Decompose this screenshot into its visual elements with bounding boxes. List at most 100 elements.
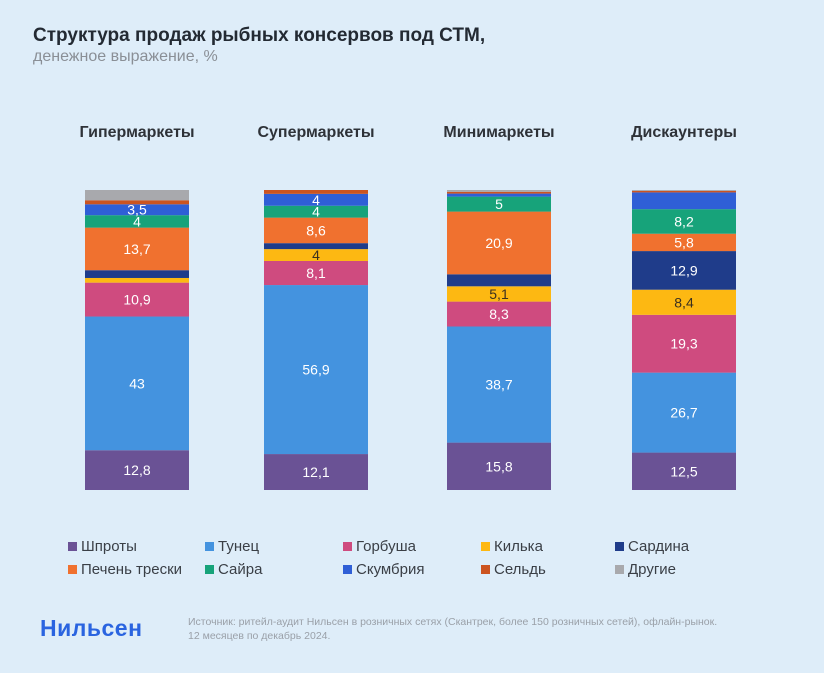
legend-swatch bbox=[481, 542, 490, 551]
bar-segment bbox=[85, 277, 189, 283]
source-line-2: 12 месяцев по декабрь 2024. bbox=[188, 630, 331, 642]
data-label: 8,2 bbox=[674, 213, 694, 229]
bar-segment bbox=[264, 193, 368, 206]
data-label: 15,8 bbox=[485, 458, 512, 474]
bar-segment bbox=[632, 233, 736, 252]
data-label: 13,7 bbox=[123, 241, 150, 257]
legend-item: Сайра bbox=[205, 561, 262, 578]
legend-label: Сайра bbox=[218, 561, 263, 578]
legend-item: Скумбрия bbox=[343, 561, 424, 578]
data-label: 4 bbox=[312, 247, 320, 263]
nielsen-logo: Нильсен bbox=[40, 615, 143, 641]
legend-label: Шпроты bbox=[81, 538, 137, 555]
data-label: 10,9 bbox=[123, 292, 150, 308]
bar-segment bbox=[632, 372, 736, 453]
legend-swatch bbox=[343, 542, 352, 551]
bar-segment bbox=[85, 270, 189, 278]
legend-item: Сельдь bbox=[481, 561, 546, 578]
bar-segment bbox=[632, 314, 736, 373]
data-label: 56,9 bbox=[302, 362, 329, 378]
legend-swatch bbox=[615, 542, 624, 551]
chart-subtitle: денежное выражение, % bbox=[33, 48, 218, 65]
bar-segment bbox=[632, 452, 736, 490]
chart-title: Структура продаж рыбных консервов под СТ… bbox=[33, 25, 486, 46]
legend-label: Скумбрия bbox=[356, 561, 425, 578]
bar-segment bbox=[85, 190, 189, 201]
data-label: 19,3 bbox=[670, 336, 697, 352]
legend-item: Тунец bbox=[205, 538, 259, 555]
data-label: 12,9 bbox=[670, 262, 697, 278]
data-label: 20,9 bbox=[485, 235, 512, 251]
bar-segment bbox=[85, 204, 189, 216]
legend-swatch bbox=[615, 565, 624, 574]
data-label: 8,3 bbox=[489, 306, 509, 322]
data-label: 38,7 bbox=[485, 377, 512, 393]
legend-swatch bbox=[68, 542, 77, 551]
legend-label: Килька bbox=[494, 538, 543, 555]
category-label: Дискаунтеры bbox=[631, 124, 737, 141]
data-label: 26,7 bbox=[670, 405, 697, 421]
bar-segment bbox=[447, 442, 551, 490]
bar-segment bbox=[85, 316, 189, 451]
data-label: 3,5 bbox=[127, 202, 147, 218]
bar-segment bbox=[264, 243, 368, 250]
bar-segment bbox=[447, 190, 551, 192]
bar-segment bbox=[447, 274, 551, 287]
bar-segment bbox=[632, 190, 736, 191]
legend-label: Сардина bbox=[628, 538, 690, 555]
bar-segment bbox=[632, 209, 736, 234]
source-line-1: Источник: ритейл-аудит Нильсен в розничн… bbox=[188, 616, 718, 628]
legend-item: Другие bbox=[615, 561, 676, 578]
data-label: 5,8 bbox=[674, 234, 694, 250]
bar-segment bbox=[264, 190, 368, 194]
bar-segment bbox=[264, 217, 368, 244]
bar-segment bbox=[264, 285, 368, 455]
legend-label: Печень трески bbox=[81, 561, 183, 578]
legend-item: Шпроты bbox=[68, 538, 137, 555]
data-label: 43 bbox=[129, 375, 145, 391]
data-label: 12,5 bbox=[670, 463, 697, 479]
bar-segment bbox=[447, 326, 551, 443]
source-note: Источник: ритейл-аудит Нильсен в розничн… bbox=[188, 615, 717, 643]
bar-segment bbox=[264, 249, 368, 261]
category-label: Супермаркеты bbox=[257, 124, 375, 141]
legend-label: Тунец bbox=[218, 538, 260, 555]
legend-swatch bbox=[68, 565, 77, 574]
data-label: 12,8 bbox=[123, 462, 150, 478]
bar-segment bbox=[447, 286, 551, 302]
legend-item: Горбуша bbox=[343, 538, 416, 555]
bar-segment bbox=[264, 454, 368, 490]
bar-segment bbox=[85, 215, 189, 228]
data-label: 5 bbox=[495, 196, 503, 212]
legend-item: Сардина bbox=[615, 538, 689, 555]
legend-swatch bbox=[205, 542, 214, 551]
legend-swatch bbox=[205, 565, 214, 574]
data-label: 8,6 bbox=[306, 222, 326, 238]
data-label: 8,1 bbox=[306, 265, 326, 281]
bar-segment bbox=[632, 251, 736, 290]
bar-segment bbox=[85, 450, 189, 490]
bar-segment bbox=[264, 205, 368, 218]
data-label: 4 bbox=[312, 204, 320, 220]
data-label: 4 bbox=[133, 213, 141, 229]
category-label: Гипермаркеты bbox=[79, 124, 195, 141]
bar-segment bbox=[447, 196, 551, 212]
bar-segment bbox=[447, 191, 551, 194]
legend-label: Горбуша bbox=[356, 538, 416, 555]
legend-label: Сельдь bbox=[494, 561, 546, 578]
bar-segment bbox=[632, 192, 736, 210]
data-label: 8,4 bbox=[674, 294, 694, 310]
bar-segment bbox=[632, 289, 736, 315]
data-label: 12,1 bbox=[302, 464, 329, 480]
category-label: Минимаркеты bbox=[443, 124, 555, 141]
bar-segment bbox=[264, 260, 368, 286]
bar-segment bbox=[632, 190, 736, 193]
data-label: 5,1 bbox=[489, 286, 509, 302]
bar-segment bbox=[85, 282, 189, 317]
bar-segment bbox=[447, 211, 551, 275]
legend-item: Килька bbox=[481, 538, 543, 555]
bar-segment bbox=[447, 193, 551, 197]
bar-segment bbox=[85, 200, 189, 205]
bar-segment bbox=[85, 227, 189, 271]
